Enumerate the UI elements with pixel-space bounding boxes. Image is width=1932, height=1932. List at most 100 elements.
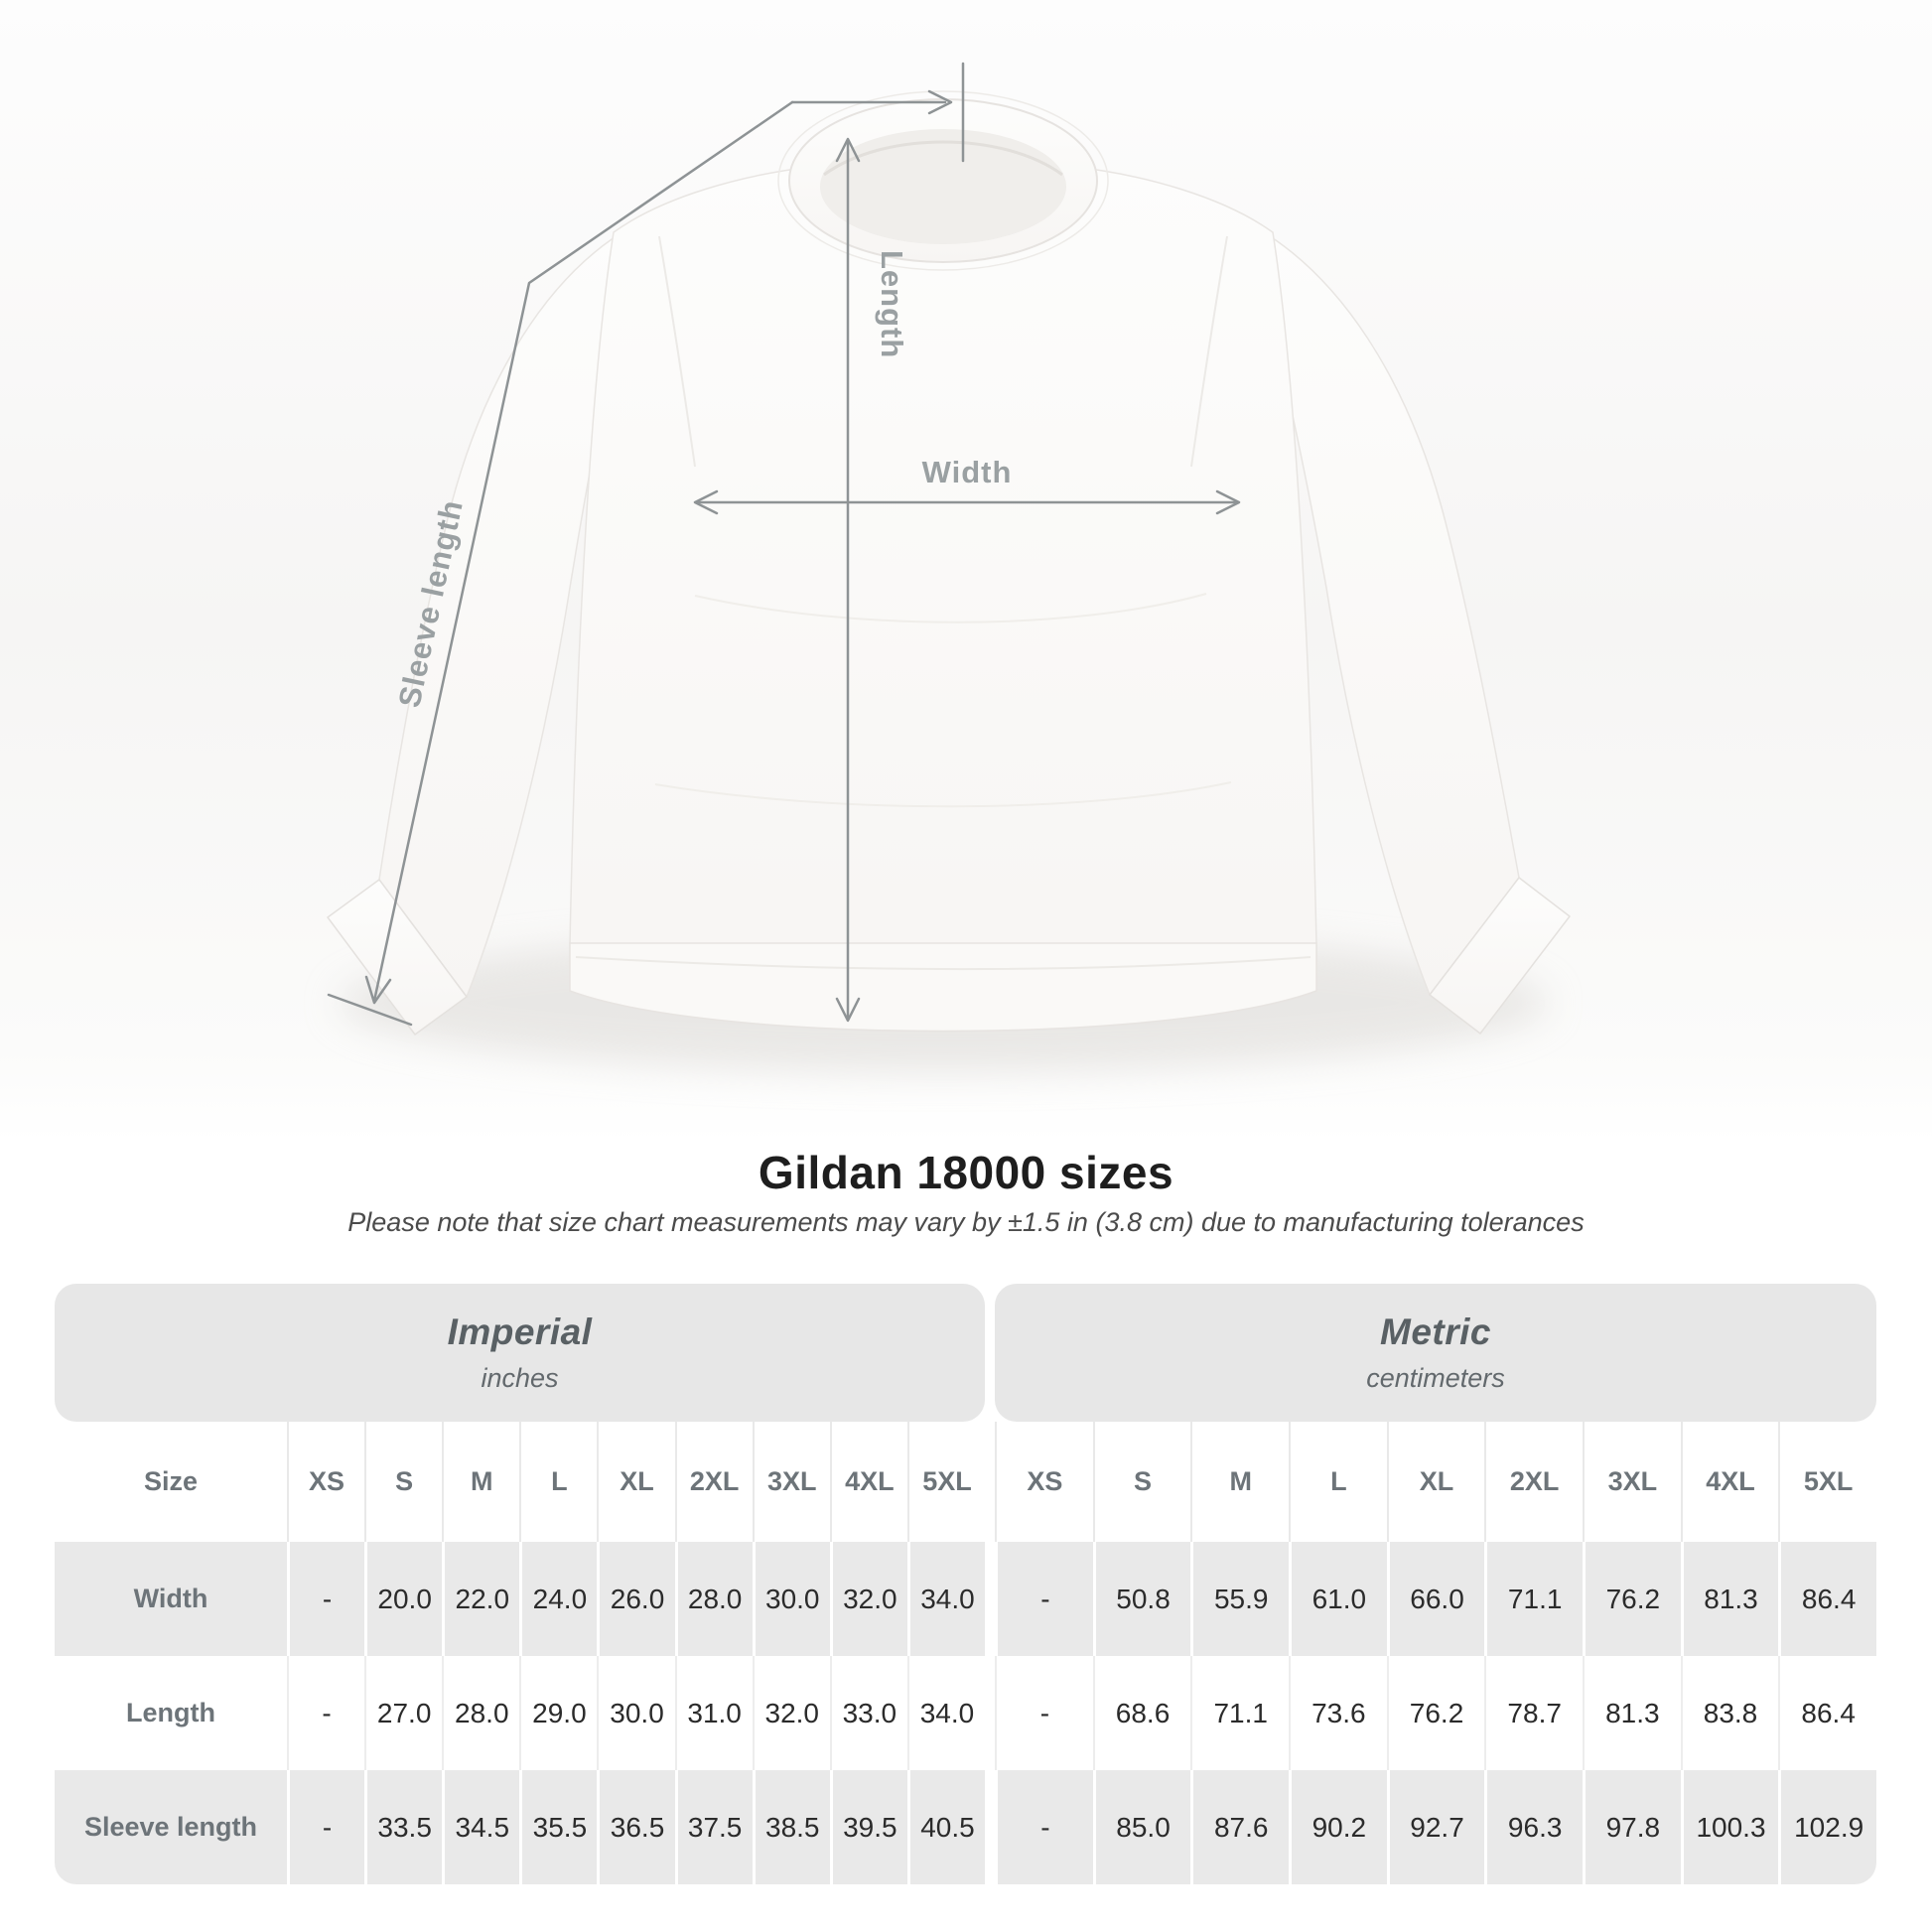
value-cell: 40.5 bbox=[906, 1770, 986, 1884]
sweatshirt-photo bbox=[327, 90, 1571, 1072]
size-col-header: XS bbox=[287, 1422, 365, 1542]
value-cell: 34.0 bbox=[906, 1656, 986, 1770]
fold-line bbox=[694, 593, 1207, 623]
sweatshirt-diagram: Length Width Sleeve length bbox=[0, 0, 1932, 1142]
sleeve-length-arrow bbox=[327, 100, 794, 1027]
value-cell: 32.0 bbox=[829, 1542, 907, 1656]
value-cell: 86.4 bbox=[1778, 1542, 1876, 1656]
length-arrow bbox=[835, 137, 861, 1023]
size-col-header: 3XL bbox=[1583, 1422, 1681, 1542]
value-cell: 29.0 bbox=[519, 1656, 598, 1770]
value-cell: - bbox=[995, 1770, 1093, 1884]
arrowhead-right-icon bbox=[927, 89, 953, 115]
value-cell: 22.0 bbox=[442, 1542, 520, 1656]
metric-section-header: Metric centimeters bbox=[995, 1284, 1876, 1422]
value-cell: 30.0 bbox=[597, 1656, 675, 1770]
value-cell: 20.0 bbox=[364, 1542, 443, 1656]
value-cell: - bbox=[995, 1656, 1093, 1770]
value-cell: 86.4 bbox=[1778, 1656, 1876, 1770]
width-arrow bbox=[693, 489, 1241, 515]
value-cell: 34.5 bbox=[442, 1770, 520, 1884]
value-cell: 78.7 bbox=[1484, 1656, 1584, 1770]
section-gap bbox=[985, 1656, 995, 1770]
value-cell: 39.5 bbox=[829, 1770, 907, 1884]
value-cell: 81.3 bbox=[1680, 1542, 1779, 1656]
collar-outer-seam bbox=[777, 90, 1109, 271]
size-col-header: S bbox=[1092, 1422, 1191, 1542]
metric-unit: centimeters bbox=[1366, 1363, 1505, 1393]
value-cell: 34.0 bbox=[906, 1542, 986, 1656]
value-cell: 90.2 bbox=[1289, 1770, 1387, 1884]
arrowhead-right-icon bbox=[1215, 489, 1241, 515]
imperial-unit: inches bbox=[481, 1363, 559, 1393]
value-cell: 37.5 bbox=[674, 1770, 753, 1884]
value-cell: 100.3 bbox=[1680, 1770, 1779, 1884]
left-shoulder-seam bbox=[658, 235, 696, 468]
hem-seam bbox=[575, 956, 1311, 970]
arrowhead-down-icon bbox=[835, 997, 861, 1023]
imperial-title: Imperial bbox=[447, 1311, 593, 1352]
arrowhead-left-icon bbox=[693, 489, 719, 515]
value-cell: 76.2 bbox=[1386, 1656, 1485, 1770]
value-cell: 38.5 bbox=[752, 1770, 830, 1884]
value-cell: - bbox=[995, 1542, 1093, 1656]
value-cell: 32.0 bbox=[752, 1656, 830, 1770]
value-cell: - bbox=[287, 1770, 365, 1884]
value-cell: - bbox=[287, 1542, 365, 1656]
value-cell: 50.8 bbox=[1092, 1542, 1191, 1656]
size-col-header: 2XL bbox=[1484, 1422, 1584, 1542]
sleeve-end-tick bbox=[327, 993, 413, 1027]
value-cell: 73.6 bbox=[1289, 1656, 1387, 1770]
row-label-width: Width bbox=[55, 1542, 287, 1656]
value-cell: 61.0 bbox=[1289, 1542, 1387, 1656]
width-label: Width bbox=[922, 455, 1013, 489]
value-cell: 55.9 bbox=[1190, 1542, 1290, 1656]
value-cell: 68.6 bbox=[1092, 1656, 1191, 1770]
value-cell: 71.1 bbox=[1484, 1542, 1584, 1656]
value-cell: 27.0 bbox=[364, 1656, 443, 1770]
torso bbox=[569, 154, 1317, 1033]
value-cell: 24.0 bbox=[519, 1542, 598, 1656]
value-cell: 36.5 bbox=[597, 1770, 675, 1884]
size-col-header: 5XL bbox=[1778, 1422, 1876, 1542]
tolerance-note: Please note that size chart measurements… bbox=[347, 1207, 1585, 1237]
size-col-header: XS bbox=[995, 1422, 1093, 1542]
arrowhead-up-icon bbox=[835, 137, 861, 163]
size-col-header: XL bbox=[1386, 1422, 1485, 1542]
right-shoulder-seam bbox=[1190, 235, 1228, 468]
page-title: Gildan 18000 sizes bbox=[758, 1147, 1174, 1198]
value-cell: 71.1 bbox=[1190, 1656, 1290, 1770]
left-cuff bbox=[327, 879, 468, 1035]
section-gap bbox=[985, 1542, 995, 1656]
row-label-sleeve-length: Sleeve length bbox=[55, 1770, 287, 1884]
fold-line bbox=[654, 781, 1232, 808]
imperial-section-header: Imperial inches bbox=[55, 1284, 986, 1422]
size-column-header: Size bbox=[55, 1422, 287, 1542]
size-col-header: 5XL bbox=[906, 1422, 986, 1542]
value-cell: 33.0 bbox=[829, 1656, 907, 1770]
size-col-header: M bbox=[442, 1422, 520, 1542]
value-cell: - bbox=[287, 1656, 365, 1770]
length-label: Length bbox=[875, 250, 909, 358]
row-label-length: Length bbox=[55, 1656, 287, 1770]
size-col-header: 3XL bbox=[752, 1422, 830, 1542]
value-cell: 85.0 bbox=[1092, 1770, 1191, 1884]
value-cell: 35.5 bbox=[519, 1770, 598, 1884]
value-cell: 26.0 bbox=[597, 1542, 675, 1656]
value-cell: 31.0 bbox=[674, 1656, 753, 1770]
value-cell: 66.0 bbox=[1386, 1542, 1485, 1656]
value-cell: 102.9 bbox=[1778, 1770, 1876, 1884]
size-col-header: M bbox=[1190, 1422, 1290, 1542]
size-col-header: S bbox=[364, 1422, 443, 1542]
section-gap bbox=[985, 1284, 995, 1422]
size-col-header: 2XL bbox=[674, 1422, 753, 1542]
section-gap bbox=[985, 1422, 995, 1542]
value-cell: 28.0 bbox=[674, 1542, 753, 1656]
value-cell: 33.5 bbox=[364, 1770, 443, 1884]
section-gap bbox=[985, 1770, 995, 1884]
size-col-header: L bbox=[519, 1422, 598, 1542]
value-cell: 28.0 bbox=[442, 1656, 520, 1770]
right-cuff bbox=[1429, 877, 1571, 1035]
value-cell: 87.6 bbox=[1190, 1770, 1290, 1884]
